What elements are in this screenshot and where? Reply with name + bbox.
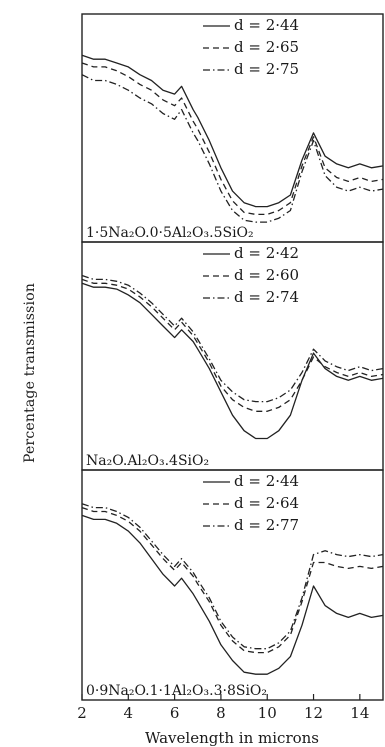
legend-entry: d = 2·75 xyxy=(234,60,299,78)
panel-frame xyxy=(81,13,384,243)
series-line xyxy=(81,54,384,208)
series-line xyxy=(81,282,384,440)
series-line xyxy=(81,62,384,216)
panel-frame xyxy=(81,241,384,471)
series-line xyxy=(81,274,384,403)
y-axis-label: Percentage transmission xyxy=(22,282,38,464)
panel-title: 0·9Na₂O.1·1Al₂O₃.3·8SiO₂ xyxy=(86,683,267,699)
series-line xyxy=(81,514,384,675)
x-tick-label: 4 xyxy=(124,704,134,722)
legend-entry: d = 2·42 xyxy=(234,244,299,262)
panel-title: Na₂O.Al₂O₃.4SiO₂ xyxy=(86,453,209,469)
x-axis: 2 4 6 8 10 12 14 xyxy=(77,694,369,722)
legend-entry: d = 2·64 xyxy=(234,494,299,512)
chart-panel-2: d = 2·42 d = 2·60 d = 2·74 Na₂O.Al₂O₃.4SiO₂ xyxy=(81,241,384,471)
x-tick-label: 14 xyxy=(350,704,369,722)
legend-entry: d = 2·74 xyxy=(234,288,299,306)
legend-entry: d = 2·44 xyxy=(234,472,299,490)
x-tick-label: 12 xyxy=(304,704,323,722)
x-tick-label: 10 xyxy=(258,704,277,722)
legend-entry: d = 2·77 xyxy=(234,516,299,534)
panel-frame xyxy=(81,469,384,701)
series-line xyxy=(81,506,384,654)
series-line xyxy=(81,74,384,223)
legend-entry: d = 2·65 xyxy=(234,38,299,56)
series-line xyxy=(81,503,384,650)
x-tick-label: 6 xyxy=(170,704,180,722)
x-tick-label: 8 xyxy=(216,704,226,722)
series-line xyxy=(81,278,384,412)
chart-panel-1: d = 2·44 d = 2·65 d = 2·75 1·5Na₂O.0·5Al₂O₃… xyxy=(81,13,384,243)
x-tick-label: 2 xyxy=(77,704,87,722)
x-axis-label: Wavelength in microns xyxy=(144,729,320,747)
panel-title: 1·5Na₂O.0·5Al₂O₃.5SiO₂ xyxy=(86,225,254,241)
legend-entry: d = 2·44 xyxy=(234,16,299,34)
chart-panel-3: d = 2·44 d = 2·64 d = 2·77 0·9Na₂O.1·1Al₂O₃… xyxy=(81,469,384,701)
legend-entry: d = 2·60 xyxy=(234,266,299,284)
chart-panels: d = 2·44 d = 2·65 d = 2·75 1·5Na₂O.0·5Al₂O₃… xyxy=(81,13,384,701)
